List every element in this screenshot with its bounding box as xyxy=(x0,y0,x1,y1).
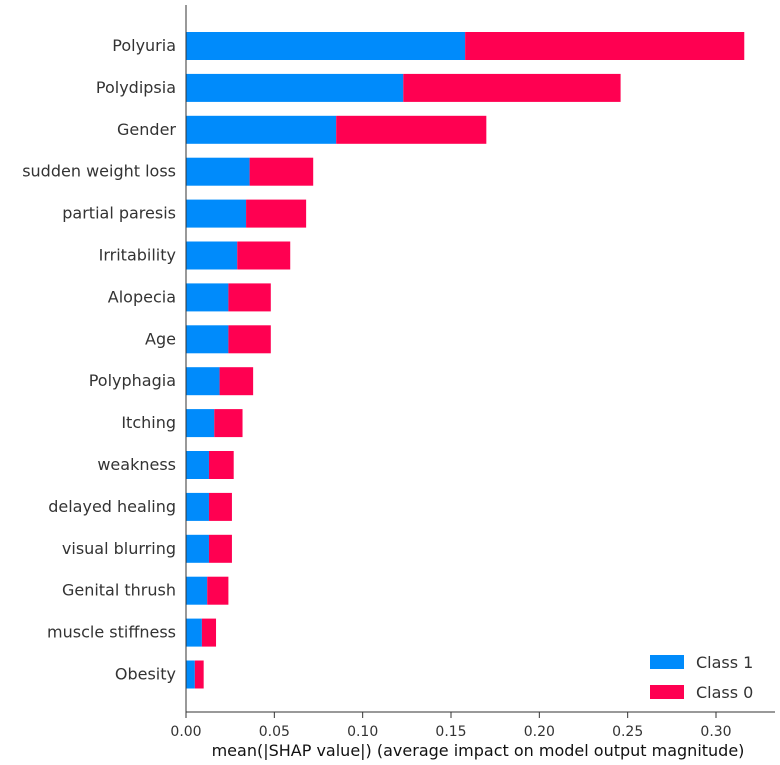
category-label: visual blurring xyxy=(62,539,176,558)
category-label: Polyphagia xyxy=(89,371,176,390)
category-label: muscle stiffness xyxy=(47,623,176,642)
category-label: Irritability xyxy=(99,246,176,265)
x-tick-label: 0.00 xyxy=(170,724,201,740)
bar-class-1-6 xyxy=(186,283,229,312)
bar-class-0-1 xyxy=(403,73,621,102)
bar-class-1-7 xyxy=(186,325,229,354)
category-label: weakness xyxy=(97,455,176,474)
bar-class-0-0 xyxy=(465,32,745,60)
bar-class-1-13 xyxy=(186,576,208,605)
category-label: partial paresis xyxy=(62,204,176,223)
x-tick-label: 0.10 xyxy=(347,724,378,740)
category-label: Age xyxy=(145,329,176,348)
bar-class-0-15 xyxy=(194,660,204,689)
bar-class-1-14 xyxy=(186,618,202,647)
bar-class-0-13 xyxy=(207,576,229,605)
bar-class-0-4 xyxy=(246,199,307,228)
bar-class-1-3 xyxy=(186,157,250,186)
bar-class-1-2 xyxy=(186,115,337,144)
legend-label: Class 1 xyxy=(696,653,753,672)
category-label: Polyuria xyxy=(112,36,176,55)
x-tick-label: 0.05 xyxy=(259,724,290,740)
x-tick-label: 0.25 xyxy=(612,724,643,740)
x-axis-title: mean(|SHAP value|) (average impact on mo… xyxy=(212,741,745,760)
bar-class-0-3 xyxy=(249,157,314,186)
bar-class-0-5 xyxy=(237,241,291,270)
bar-class-0-11 xyxy=(208,492,232,521)
legend-swatch-class-0 xyxy=(650,685,684,699)
category-label: Genital thrush xyxy=(62,581,176,600)
bar-class-1-1 xyxy=(186,73,404,102)
bar-class-0-12 xyxy=(208,534,232,563)
category-label: delayed healing xyxy=(48,497,176,516)
bar-class-0-2 xyxy=(336,115,487,144)
bar-class-1-0 xyxy=(186,32,466,60)
bar-class-0-9 xyxy=(214,409,243,438)
bar-class-0-10 xyxy=(208,451,234,479)
category-label: Obesity xyxy=(115,665,176,684)
x-ticks: 0.00 0.05 0.10 0.15 0.20 0.25 0.30 xyxy=(170,712,732,740)
bar-class-1-12 xyxy=(186,534,209,563)
bar-class-0-7 xyxy=(228,325,271,354)
category-label: Gender xyxy=(117,120,176,139)
category-label: Itching xyxy=(121,413,176,432)
bar-class-1-15 xyxy=(186,660,195,689)
category-labels: Polyuria Polydipsia Gender sudden weight lo… xyxy=(22,36,176,684)
x-tick-label: 0.15 xyxy=(435,724,466,740)
bar-class-1-4 xyxy=(186,199,247,228)
category-label: Polydipsia xyxy=(96,78,176,97)
x-tick-label: 0.20 xyxy=(524,724,555,740)
bar-class-1-11 xyxy=(186,492,209,521)
bar-class-0-6 xyxy=(228,283,271,312)
x-tick-label: 0.30 xyxy=(700,724,731,740)
bar-class-1-8 xyxy=(186,367,220,396)
bar-class-1-10 xyxy=(186,451,209,479)
legend: Class 1 Class 0 xyxy=(650,653,753,702)
bars-layer xyxy=(186,32,745,689)
bar-class-1-9 xyxy=(186,409,215,438)
bar-class-1-5 xyxy=(186,241,238,270)
legend-label: Class 0 xyxy=(696,683,753,702)
bar-class-0-8 xyxy=(219,367,254,396)
category-label: Alopecia xyxy=(108,287,176,306)
bar-class-0-14 xyxy=(201,618,217,647)
category-label: sudden weight loss xyxy=(22,162,176,181)
legend-swatch-class-1 xyxy=(650,655,684,669)
